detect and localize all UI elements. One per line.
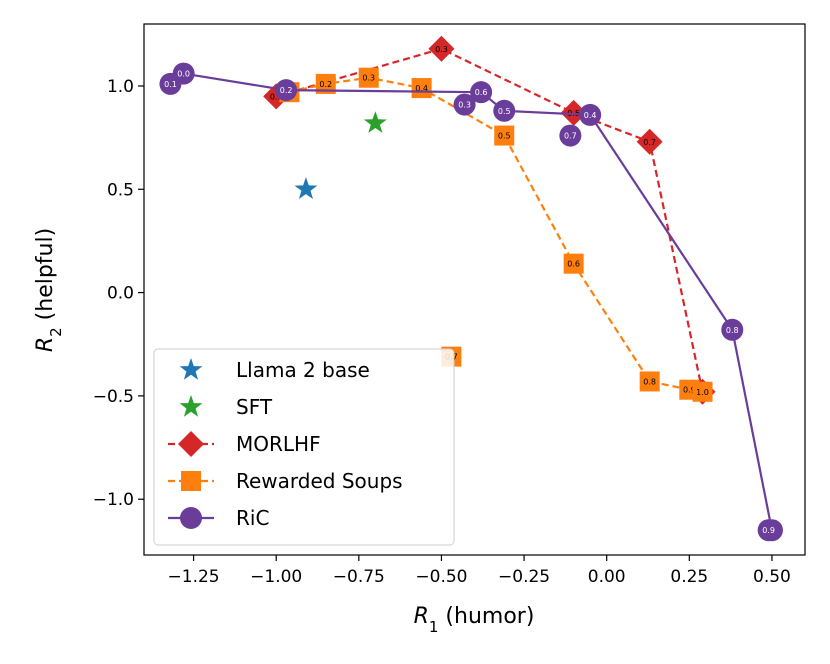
ric-point-label: 0.2 [280, 86, 293, 95]
rewarded-soups-line [289, 76, 703, 393]
legend-entry-llama-2-base: Llama 2 base [179, 358, 370, 382]
legend-entry-morlhf: MORLHF [168, 431, 321, 457]
series-llama-2-base [294, 177, 318, 199]
y-tick-label: −0.5 [93, 387, 134, 407]
series-ric: 0.0 0.2 0.6 0.5 0.4 0.8 1.0 0.1 0.3 0.7 0.9 [159, 62, 783, 542]
rewarded-soups-point [315, 73, 336, 94]
legend-marker [178, 431, 204, 457]
rewarded-soups-point [494, 125, 515, 146]
legend-entry-sft: SFT [179, 395, 273, 419]
rewarded-soups-point [692, 381, 713, 402]
ric-point-label: 0.7 [564, 132, 577, 141]
morlhf-point-label: 0.1 [270, 92, 283, 101]
ric-point [275, 79, 298, 102]
ric-point [559, 124, 582, 147]
ric-point [493, 99, 516, 122]
x-tick-label: 0.50 [753, 567, 791, 587]
rewarded-soups-point-label: 0.3 [362, 74, 375, 83]
y-axis-title-var: R [33, 337, 58, 352]
ric-point-label: 0.0 [177, 70, 190, 79]
y-tick-label: 1.0 [107, 77, 134, 97]
rewarded-soups-point-label: 1.0 [696, 388, 709, 397]
y-axis-title: R2 (helpful) [33, 228, 65, 352]
y-tick-label: 0.5 [107, 180, 134, 200]
legend: Llama 2 base SFT MORLHF Rewarded Soups RiC [153, 348, 455, 546]
ric-point-label: 0.4 [584, 111, 597, 120]
ric-point-label: 0.3 [458, 101, 471, 110]
legend-label: Llama 2 base [236, 358, 370, 382]
rewarded-soups-point-label: 0.4 [415, 84, 428, 93]
legend-entry-rewarded-soups: Rewarded Soups [168, 469, 403, 493]
legend-entry-ric: RiC [168, 506, 269, 530]
x-axis-title-sub: 1 [429, 618, 439, 636]
x-axis-ticks: −1.25 −1.00 −0.75 −0.50 −0.25 0.00 0.25 0.50 [168, 555, 791, 587]
ric-point-label: 0.5 [498, 107, 511, 116]
plot-area: 0.10.30.50.71.00.10.20.30.40.50.60.80.91… [159, 35, 783, 542]
ric-point [579, 103, 602, 126]
x-tick-label: 0.25 [670, 567, 708, 587]
morlhf-point [428, 35, 455, 62]
ric-point [453, 93, 476, 116]
rewarded-soups-point-label: 0.9 [683, 386, 696, 395]
ric-point [159, 72, 182, 95]
x-axis-title: R1 (humor) [414, 604, 535, 636]
x-axis-title-var: R [414, 604, 429, 629]
ric-point-label: 0.8 [726, 326, 739, 335]
ric-point-label: 0.1 [164, 80, 177, 89]
ric-point-label: 0.6 [475, 88, 488, 97]
y-axis-title-sub: 2 [47, 327, 65, 337]
morlhf-line [275, 47, 704, 393]
legend-marker [179, 358, 203, 380]
morlhf-point-label: 0.3 [435, 45, 448, 54]
sft-point [363, 111, 387, 133]
x-tick-label: 0.00 [588, 567, 626, 587]
legend-label: SFT [236, 395, 273, 419]
legend-marker [181, 471, 201, 491]
series-sft [363, 111, 387, 133]
rewarded-soups-point-label: 0.2 [319, 80, 332, 89]
x-axis-title-rest: (humor) [438, 604, 534, 629]
x-tick-label: −1.00 [250, 567, 302, 587]
legend-marker [180, 507, 202, 529]
y-tick-label: −1.0 [93, 490, 134, 510]
rewarded-soups-point-label: 0.8 [643, 377, 656, 386]
rewarded-soups-point [411, 78, 432, 99]
legend-label: MORLHF [236, 432, 321, 456]
x-tick-label: −0.50 [415, 567, 467, 587]
rewarded-soups-point [563, 253, 584, 274]
ric-point-label: 0.9 [762, 526, 775, 535]
morlhf-point-label: 0.7 [643, 138, 656, 147]
y-axis-ticks: −1.0 −0.5 0.0 0.5 1.0 [93, 77, 144, 510]
y-axis-title-rest: (helpful) [33, 228, 58, 328]
ric-point [757, 519, 780, 542]
ric-point [721, 318, 744, 341]
rewarded-soups-point-label: 0.5 [498, 132, 511, 141]
morlhf-point [636, 128, 663, 155]
legend-label: Rewarded Soups [236, 469, 403, 493]
y-tick-label: 0.0 [107, 284, 134, 304]
x-tick-label: −0.75 [333, 567, 385, 587]
ric-point [470, 81, 493, 104]
rewarded-soups-point-label: 0.6 [567, 260, 580, 269]
legend-marker [179, 395, 203, 417]
llama-2-base-point [294, 177, 318, 199]
legend-frame [153, 348, 455, 546]
legend-label: RiC [236, 506, 269, 530]
rewarded-soups-point [358, 67, 379, 88]
rewarded-soups-point [639, 371, 660, 392]
x-tick-label: −1.25 [168, 567, 220, 587]
axes-frame [143, 23, 806, 556]
x-tick-label: −0.25 [498, 567, 550, 587]
